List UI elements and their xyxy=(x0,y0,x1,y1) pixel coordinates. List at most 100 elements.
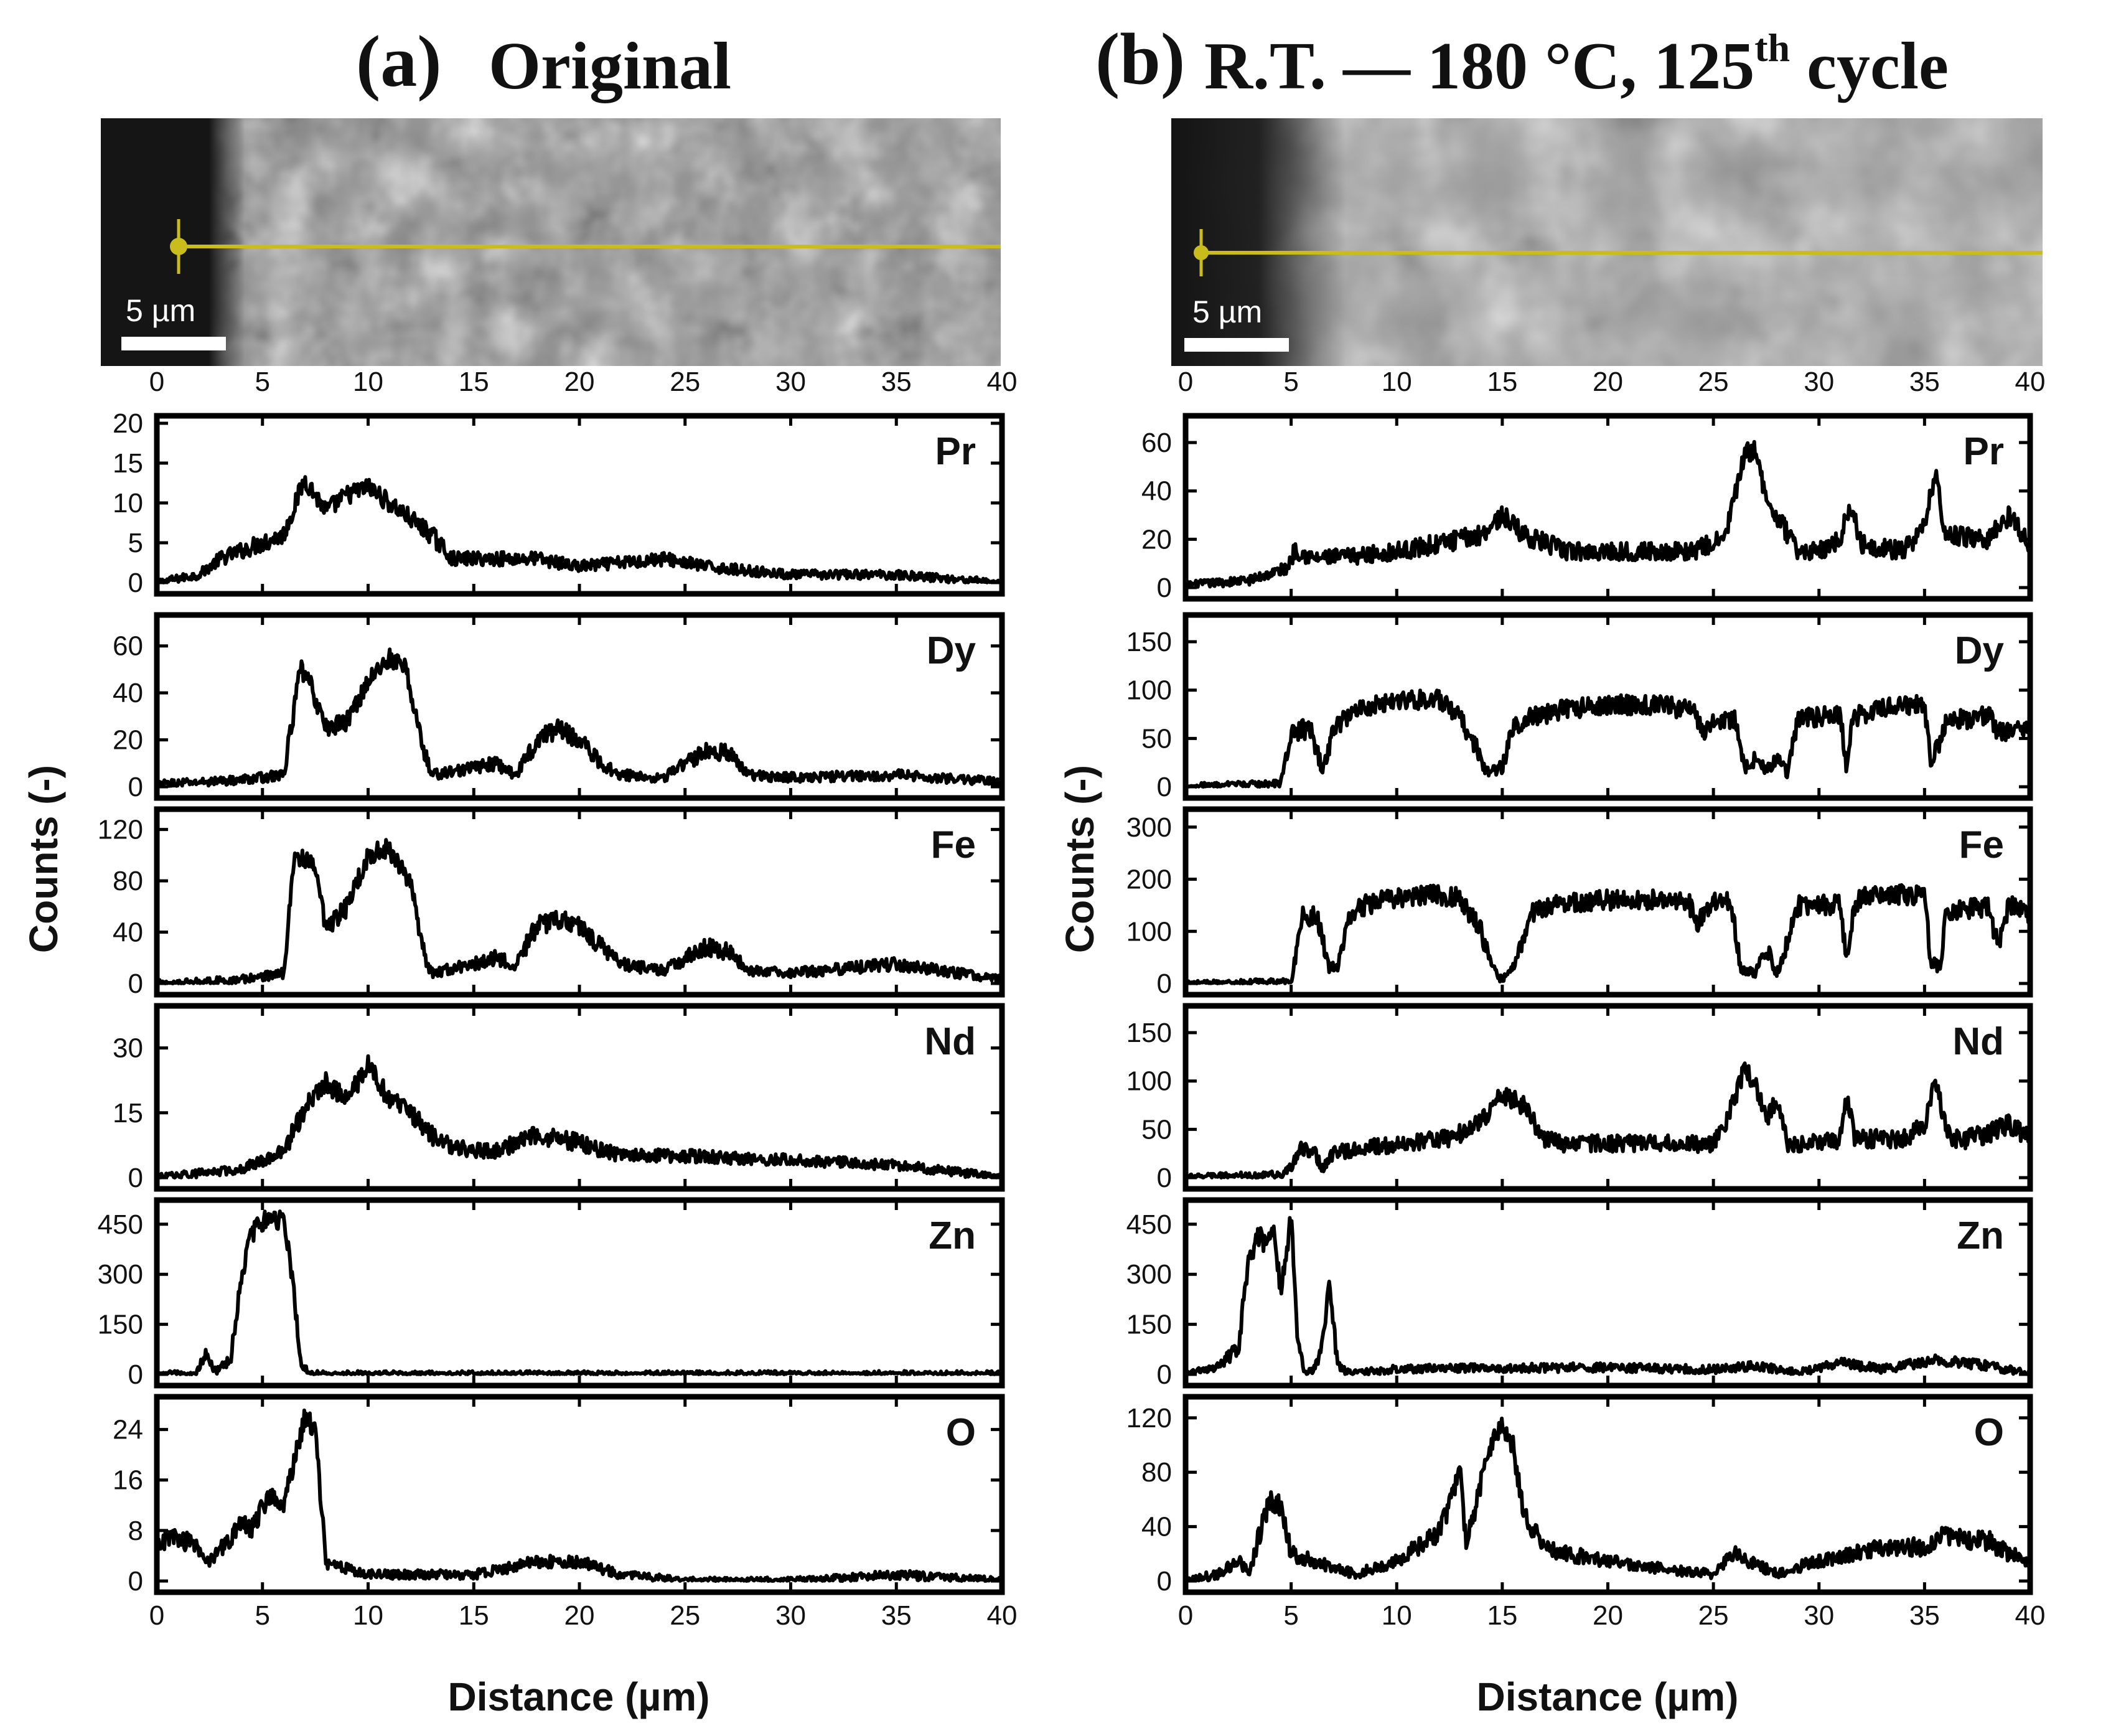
y-tick-label: 450 xyxy=(98,1209,143,1240)
top-x-tick-label: 5 xyxy=(255,367,270,397)
bottom-x-tick-label: 15 xyxy=(1487,1600,1517,1631)
bottom-x-tick-label: 10 xyxy=(1382,1600,1412,1631)
y-tick-label: 80 xyxy=(1141,1457,1172,1488)
y-tick-label: 0 xyxy=(128,969,143,999)
top-x-tick-label: 30 xyxy=(775,367,806,397)
bottom-x-tick-label: 40 xyxy=(987,1600,1018,1631)
y-tick-label: 0 xyxy=(1157,772,1172,802)
y-tick-label: 100 xyxy=(1126,1066,1172,1097)
y-tick-label: 0 xyxy=(1157,1163,1172,1193)
y-tick-label: 15 xyxy=(113,1098,143,1128)
subplot-fe: 0 40 80 120 Fe xyxy=(98,806,1005,999)
top-x-tick-label: 15 xyxy=(1487,367,1517,397)
y-tick-label: 20 xyxy=(113,408,143,439)
subplot-zn: 0 150 300 450 Zn xyxy=(98,1197,1005,1390)
profile-line-zn xyxy=(156,1209,1003,1376)
profile-line-nd xyxy=(1184,1061,2032,1180)
profile-line-zn xyxy=(1184,1216,2032,1376)
element-label: Pr xyxy=(1964,430,2004,473)
top-x-tick-label: 15 xyxy=(459,367,489,397)
y-tick-label: 150 xyxy=(1126,1018,1172,1048)
y-tick-label: 300 xyxy=(1126,1259,1172,1290)
element-label: Fe xyxy=(1959,823,2004,866)
subplot-nd: 0 50 100 150 Nd xyxy=(1126,1003,2033,1193)
top-x-tick-label: 25 xyxy=(1698,367,1729,397)
panel-a-letter: (a) xyxy=(356,21,442,102)
panel-a-title: Original xyxy=(489,29,731,103)
y-tick-label: 0 xyxy=(1157,1566,1172,1597)
y-tick-label: 0 xyxy=(128,1359,143,1390)
y-tick-label: 40 xyxy=(113,917,143,948)
y-tick-label: 8 xyxy=(128,1516,143,1546)
top-x-tick-label: 35 xyxy=(881,367,912,397)
y-tick-label: 300 xyxy=(98,1259,143,1290)
y-tick-label: 0 xyxy=(1157,969,1172,999)
y-tick-label: 200 xyxy=(1126,865,1172,895)
bottom-x-tick-label: 20 xyxy=(564,1600,595,1631)
line-profile-chart-a: 0055101015152020252530303535404005101520… xyxy=(98,367,1018,1631)
panel-b-title-sup: th xyxy=(1754,26,1790,70)
top-x-tick-label: 5 xyxy=(1283,367,1298,397)
subplot-o: 0 8 16 24 O xyxy=(113,1394,1005,1597)
element-label: Fe xyxy=(931,823,976,866)
bottom-x-tick-label: 5 xyxy=(255,1600,270,1631)
profile-line-dy xyxy=(1184,688,2031,789)
bottom-x-tick-label: 25 xyxy=(670,1600,700,1631)
y-tick-label: 20 xyxy=(1141,524,1172,555)
profile-line-pr xyxy=(1184,439,2032,589)
bottom-x-tick-label: 5 xyxy=(1283,1600,1298,1631)
y-tick-label: 40 xyxy=(1141,1512,1172,1542)
subplot-frame xyxy=(1182,1197,2033,1389)
bottom-x-tick-label: 25 xyxy=(1698,1600,1729,1631)
element-label: Zn xyxy=(929,1214,976,1257)
element-label: Dy xyxy=(1955,629,2005,672)
element-label: Dy xyxy=(927,629,976,672)
y-tick-label: 0 xyxy=(128,568,143,598)
micrograph-b: 5 µm xyxy=(1171,118,2043,366)
subplot-fe: 0 100 200 300 Fe xyxy=(1126,806,2033,999)
bottom-x-tick-label: 20 xyxy=(1593,1600,1623,1631)
bottom-x-tick-label: 30 xyxy=(1804,1600,1834,1631)
top-x-tick-label: 30 xyxy=(1804,367,1834,397)
subplot-dy: 0 20 40 60 Dy xyxy=(113,612,1005,802)
y-tick-label: 24 xyxy=(113,1415,143,1445)
y-tick-label: 120 xyxy=(1126,1403,1172,1433)
y-tick-label: 0 xyxy=(1157,1359,1172,1390)
scalebar-label-b: 5 µm xyxy=(1192,294,1262,329)
y-tick-label: 300 xyxy=(1126,812,1172,843)
top-x-tick-label: 40 xyxy=(2015,367,2046,397)
y-tick-label: 16 xyxy=(113,1465,143,1496)
y-tick-label: 0 xyxy=(128,1163,143,1193)
x-axis-label-b: Distance (µm) xyxy=(1477,1674,1739,1719)
y-tick-label: 60 xyxy=(113,631,143,662)
top-x-tick-label: 10 xyxy=(353,367,383,397)
bottom-x-tick-label: 35 xyxy=(1909,1600,1940,1631)
scalebar-b xyxy=(1184,338,1289,352)
panel-b-title: R.T. — 180 °C, 125th cycle xyxy=(1204,26,1949,103)
profile-line-fe xyxy=(1184,883,2031,985)
panel-b-title-main: R.T. — 180 °C, 125 xyxy=(1204,29,1754,103)
y-tick-label: 15 xyxy=(113,448,143,479)
top-x-tick-label: 40 xyxy=(987,367,1018,397)
panel-b-letter: (b) xyxy=(1095,18,1185,100)
element-label: Nd xyxy=(924,1020,976,1063)
y-tick-label: 10 xyxy=(113,488,143,518)
y-tick-label: 20 xyxy=(113,725,143,756)
scalebar-label-a: 5 µm xyxy=(126,293,195,328)
y-tick-label: 60 xyxy=(1141,428,1172,458)
subplot-pr: 0 5 10 15 20 Pr xyxy=(113,408,1005,598)
x-axis-label-a: Distance (µm) xyxy=(448,1674,710,1719)
top-x-tick-label: 20 xyxy=(1593,367,1623,397)
element-label: Pr xyxy=(935,430,976,473)
top-x-tick-label: 0 xyxy=(1178,367,1193,397)
profile-line-pr xyxy=(155,475,1004,584)
scan-start-marker-a xyxy=(170,238,187,255)
top-x-tick-label: 10 xyxy=(1382,367,1412,397)
bottom-x-tick-label: 0 xyxy=(149,1600,164,1631)
element-label: O xyxy=(1974,1411,2004,1454)
top-x-tick-label: 25 xyxy=(670,367,700,397)
subplot-pr: 0 20 40 60 Pr xyxy=(1141,413,2033,603)
profile-line-nd xyxy=(156,1054,1003,1180)
